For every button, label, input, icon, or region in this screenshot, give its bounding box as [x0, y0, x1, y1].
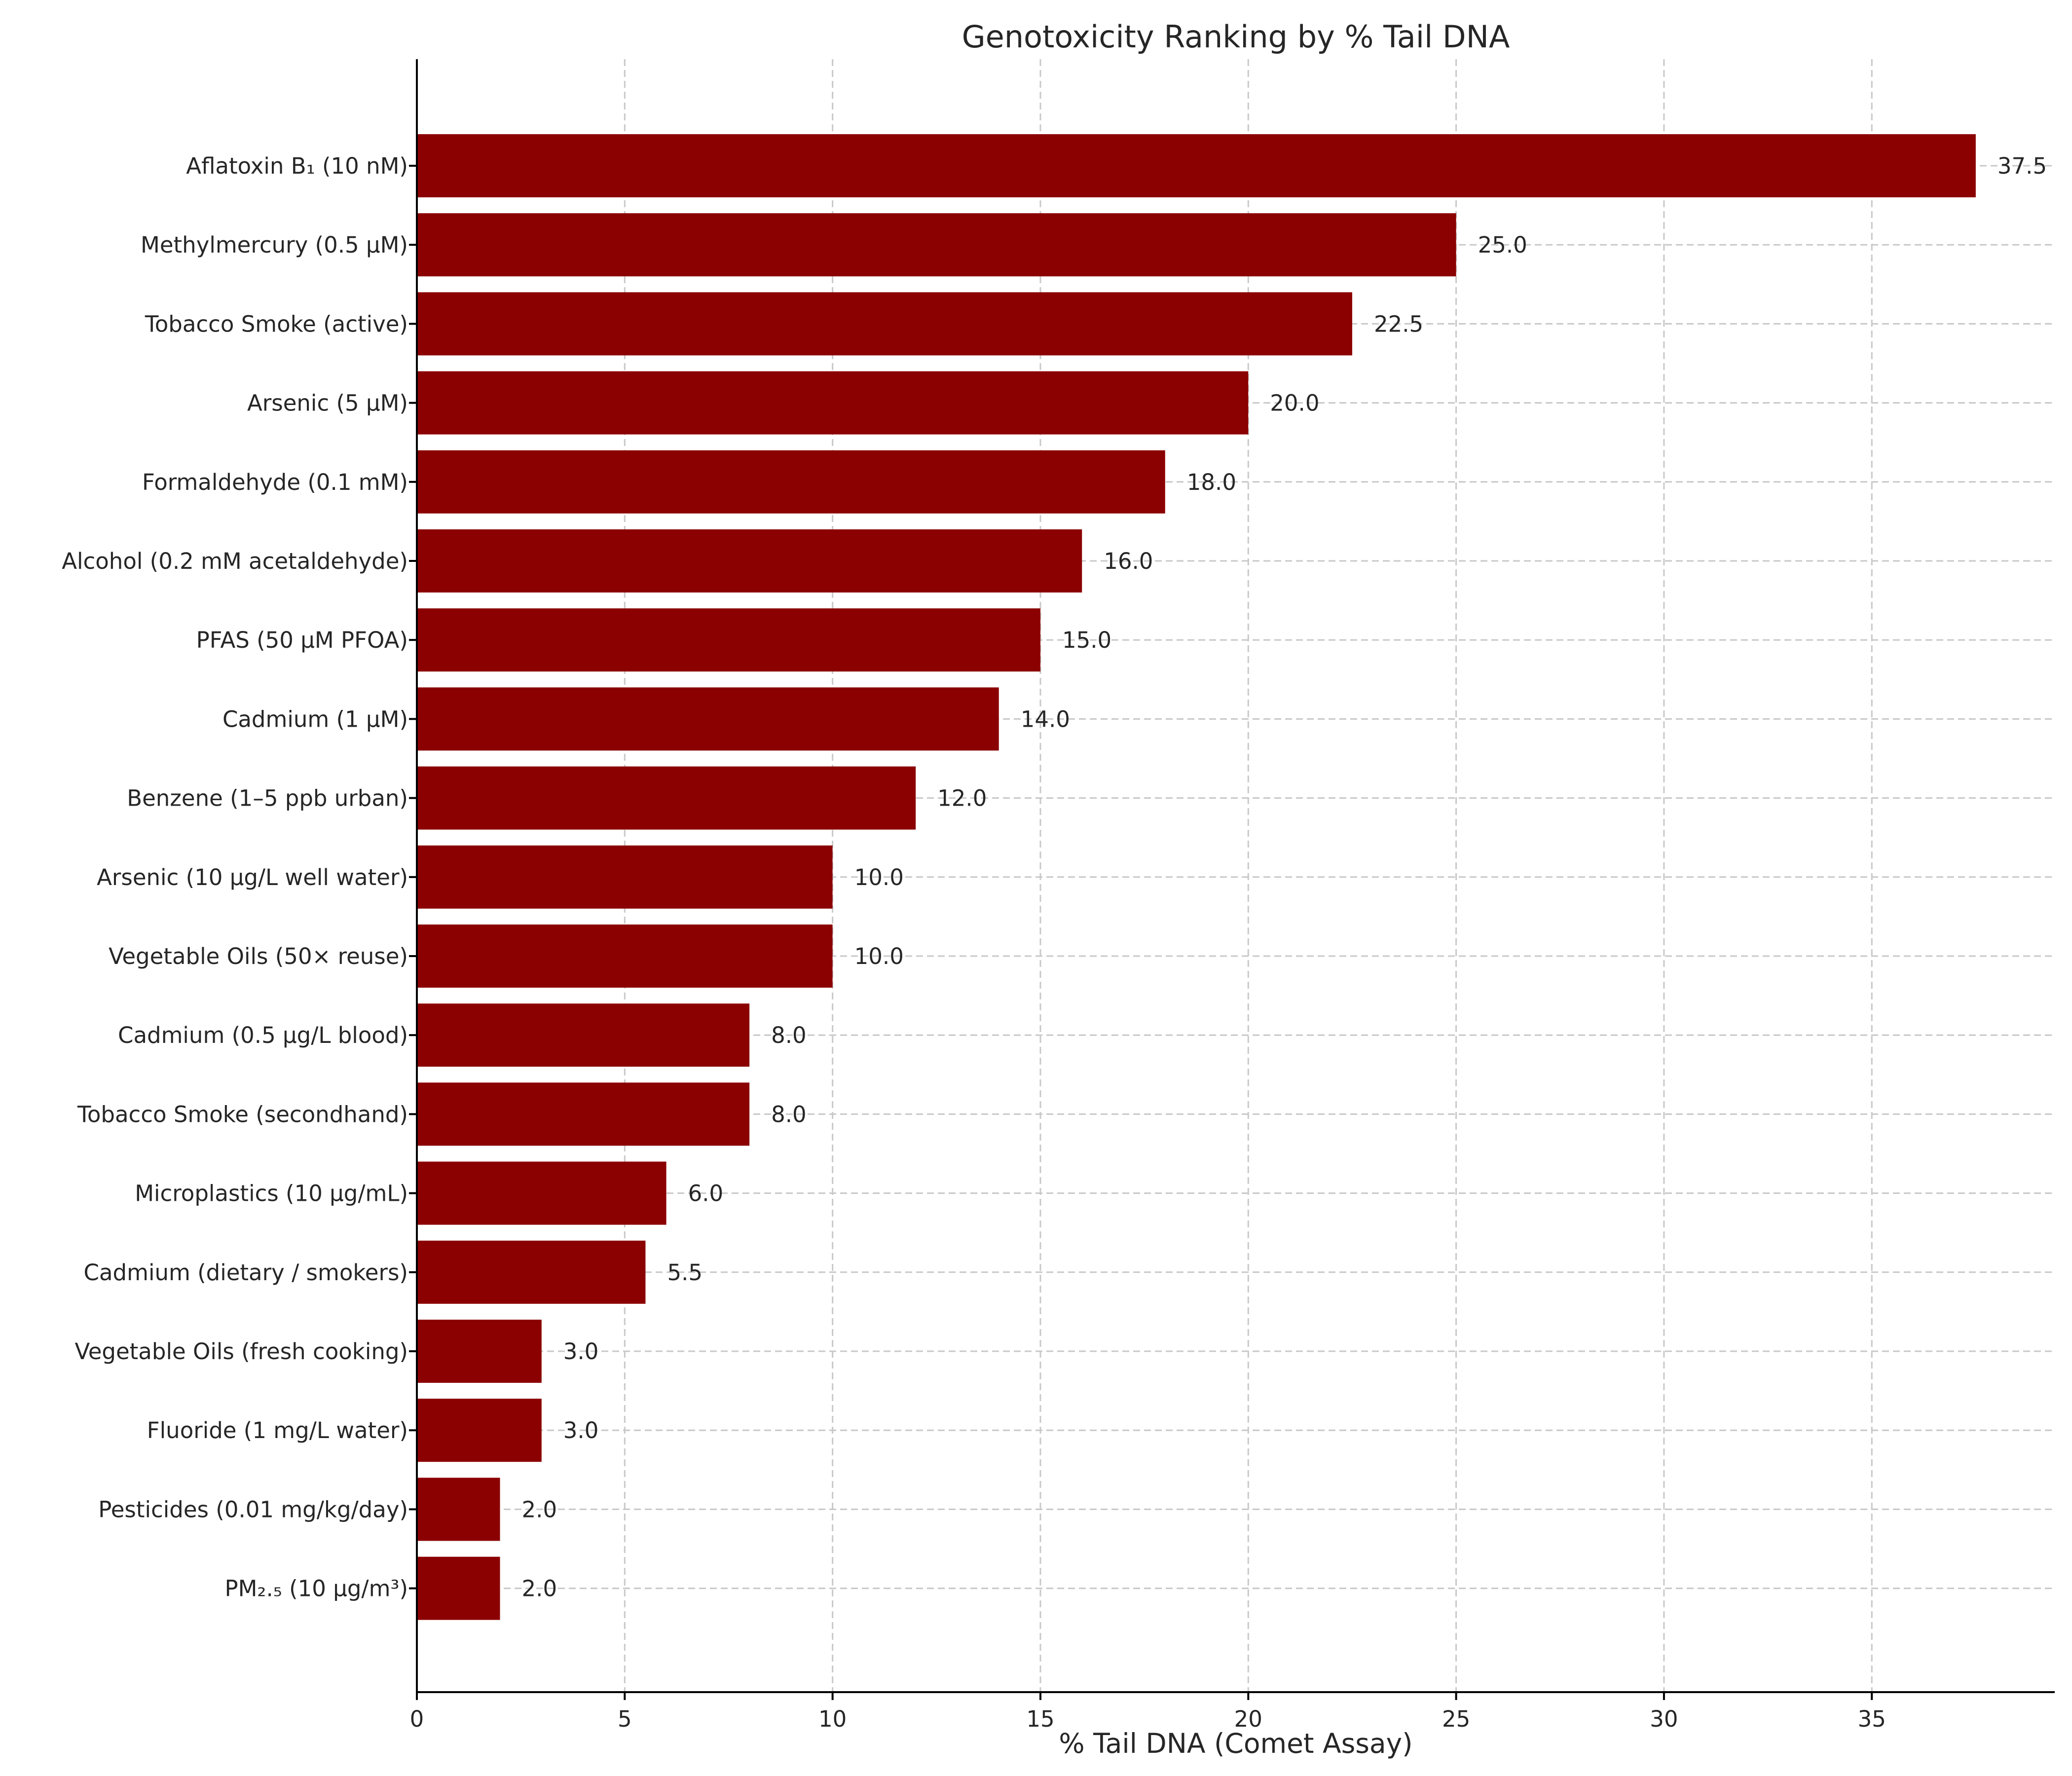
- bar: [417, 845, 833, 909]
- category-label: Formaldehyde (0.1 mM): [142, 469, 408, 495]
- bar: [417, 1240, 646, 1304]
- bar: [417, 1399, 542, 1462]
- category-label: Tobacco Smoke (active): [145, 311, 408, 337]
- category-label: Cadmium (1 µM): [222, 706, 408, 732]
- x-tick-label: 30: [1650, 1706, 1678, 1732]
- bar: [417, 1161, 666, 1225]
- data-label: 22.5: [1374, 311, 1423, 337]
- bar: [417, 687, 999, 751]
- bar: [417, 529, 1082, 592]
- category-label: PFAS (50 µM PFOA): [196, 627, 408, 653]
- category-label: Vegetable Oils (fresh cooking): [74, 1338, 408, 1365]
- category-label: Methylmercury (0.5 µM): [141, 232, 408, 258]
- x-ticks: 0 5 10 15 20 25 30 35: [409, 165, 1886, 1732]
- data-label: 3.0: [563, 1417, 599, 1443]
- data-label: 8.0: [771, 1022, 807, 1048]
- data-label: 10.0: [854, 864, 904, 890]
- data-label: 2.0: [522, 1576, 557, 1602]
- category-label: Aflatoxin B₁ (10 nM): [186, 153, 408, 179]
- data-label: 18.0: [1187, 469, 1236, 495]
- data-label: 6.0: [688, 1181, 724, 1207]
- bar: [417, 1082, 750, 1146]
- data-label: 25.0: [1478, 232, 1527, 258]
- data-label: 16.0: [1104, 548, 1153, 574]
- data-label: 14.0: [1021, 706, 1070, 732]
- bar: [417, 608, 1040, 672]
- category-label: Cadmium (0.5 µg/L blood): [118, 1022, 408, 1048]
- bar: [417, 134, 1976, 197]
- x-axis-title: % Tail DNA (Comet Assay): [1059, 1728, 1412, 1759]
- bar: [417, 292, 1352, 356]
- category-label: Vegetable Oils (50× reuse): [109, 943, 408, 969]
- bar: [417, 1320, 542, 1383]
- data-labels: 37.5 25.0 22.5 20.0 18.0 16.0 15.0 14.0 12.0 10.0…: [522, 153, 2047, 1602]
- data-label: 37.5: [1998, 153, 2047, 179]
- category-label: Cadmium (dietary / smokers): [84, 1259, 408, 1286]
- x-tick-label: 10: [818, 1706, 847, 1732]
- x-tick-label: 0: [410, 1706, 424, 1732]
- x-tick-label: 15: [1026, 1706, 1054, 1732]
- data-label: 10.0: [854, 943, 904, 969]
- category-label: Microplastics (10 µg/mL): [135, 1181, 408, 1207]
- x-tick-label: 5: [618, 1706, 632, 1732]
- data-label: 5.5: [667, 1259, 703, 1286]
- bar: [417, 1478, 500, 1541]
- bar: [417, 925, 833, 988]
- category-label: Arsenic (10 µg/L well water): [97, 864, 408, 890]
- x-tick-label: 25: [1442, 1706, 1470, 1732]
- bar: [417, 766, 916, 830]
- category-label: Pesticides (0.01 mg/kg/day): [98, 1496, 408, 1522]
- category-label: Benzene (1–5 ppb urban): [127, 785, 408, 812]
- bar: [417, 213, 1456, 277]
- data-label: 2.0: [522, 1496, 557, 1522]
- data-label: 3.0: [563, 1338, 599, 1365]
- category-label: Alcohol (0.2 mM acetaldehyde): [62, 548, 408, 574]
- data-label: 20.0: [1270, 390, 1319, 416]
- data-label: 12.0: [937, 785, 987, 812]
- bar: [417, 1556, 500, 1620]
- data-label: 15.0: [1062, 627, 1111, 653]
- category-label: Arsenic (5 µM): [247, 390, 408, 416]
- bar: [417, 1003, 750, 1067]
- category-label: Tobacco Smoke (secondhand): [77, 1101, 408, 1127]
- bars: [417, 134, 1976, 1620]
- category-label: Fluoride (1 mg/L water): [147, 1417, 408, 1443]
- chart-title: Genotoxicity Ranking by % Tail DNA: [962, 19, 1510, 55]
- bar: [417, 450, 1165, 514]
- data-label: 8.0: [771, 1101, 807, 1127]
- bar: [417, 371, 1249, 435]
- axes: [416, 59, 2055, 1693]
- category-labels: Aflatoxin B₁ (10 nM) Methylmercury (0.5 µ…: [62, 153, 408, 1602]
- category-label: PM₂.₅ (10 µg/m³): [224, 1576, 408, 1602]
- x-tick-label: 20: [1234, 1706, 1262, 1732]
- x-tick-label: 35: [1858, 1706, 1886, 1732]
